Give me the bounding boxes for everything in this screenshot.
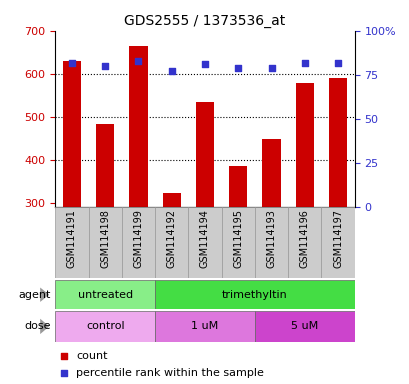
Bar (288, 207, 321, 278)
Point (61, 370, 67, 376)
Point (102, 63, 108, 69)
Text: GSM114199: GSM114199 (133, 210, 143, 268)
Point (267, 65, 274, 71)
Title: GDS2555 / 1373536_at: GDS2555 / 1373536_at (124, 14, 285, 28)
Text: GSM114198: GSM114198 (100, 210, 110, 268)
Bar (155, 207, 188, 278)
Point (135, 58, 142, 64)
Text: GSM114197: GSM114197 (332, 210, 342, 268)
Point (234, 65, 241, 71)
Bar (196, 102, 213, 207)
Text: trimethyltin: trimethyltin (221, 290, 287, 300)
Point (301, 60, 307, 66)
Text: dose: dose (25, 321, 51, 331)
Bar (121, 207, 155, 278)
Bar (229, 166, 247, 207)
Polygon shape (40, 288, 49, 302)
Point (69, 60, 75, 66)
Text: GSM114192: GSM114192 (166, 210, 176, 268)
Text: GSM114193: GSM114193 (266, 210, 276, 268)
Bar (254, 207, 288, 278)
Bar (155, 280, 354, 309)
Bar (328, 78, 346, 207)
Point (201, 61, 208, 67)
Bar (129, 46, 147, 207)
Text: count: count (76, 351, 108, 361)
Point (168, 68, 175, 74)
Bar (254, 311, 354, 342)
Text: GSM114195: GSM114195 (233, 210, 243, 268)
Bar (55, 311, 155, 342)
Point (61, 353, 67, 359)
Bar (96, 124, 114, 207)
Bar (63, 61, 81, 207)
Text: GSM114191: GSM114191 (67, 210, 77, 268)
Bar (55, 280, 155, 309)
Bar (88, 207, 121, 278)
Bar (188, 207, 221, 278)
Bar (162, 193, 180, 207)
Text: 1 uM: 1 uM (191, 321, 218, 331)
Text: agent: agent (19, 290, 51, 300)
Polygon shape (40, 319, 49, 334)
Bar (155, 311, 254, 342)
Text: percentile rank within the sample: percentile rank within the sample (76, 368, 263, 378)
Bar (295, 83, 313, 207)
Text: GSM114196: GSM114196 (299, 210, 309, 268)
Text: 5 uM: 5 uM (290, 321, 318, 331)
Text: control: control (86, 321, 124, 331)
Bar (221, 207, 254, 278)
Text: untreated: untreated (77, 290, 133, 300)
Text: GSM114194: GSM114194 (200, 210, 209, 268)
Bar (262, 139, 280, 207)
Point (334, 60, 340, 66)
Bar (55, 207, 88, 278)
Bar (321, 207, 354, 278)
